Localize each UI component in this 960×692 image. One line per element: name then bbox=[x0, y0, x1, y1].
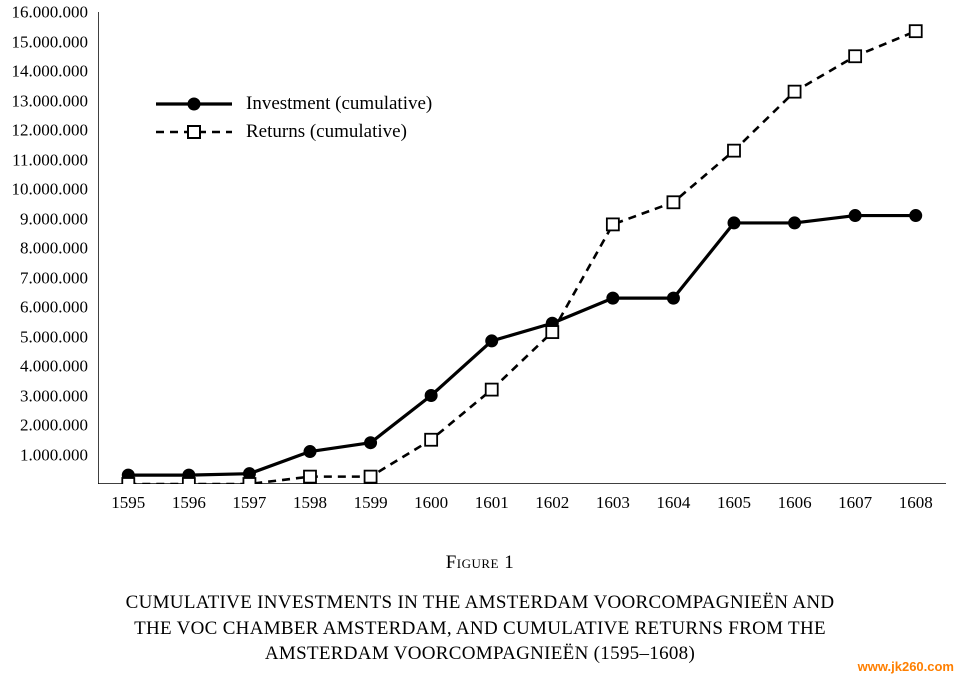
legend-swatch-returns bbox=[154, 122, 234, 142]
watermark-text: www.jk260.com bbox=[858, 659, 954, 674]
y-tick-label: 9.000.000 bbox=[0, 210, 88, 227]
figure-label-text: Figure 1 bbox=[446, 552, 515, 573]
y-tick-label: 7.000.000 bbox=[0, 269, 88, 286]
legend-label-returns: Returns (cumulative) bbox=[246, 121, 407, 143]
figure-label: Figure 1 bbox=[0, 552, 960, 574]
x-tick-label: 1603 bbox=[596, 494, 630, 511]
y-tick-label: 1.000.000 bbox=[0, 446, 88, 463]
x-tick-label: 1606 bbox=[778, 494, 812, 511]
y-tick-label: 10.000.000 bbox=[0, 181, 88, 198]
x-tick-label: 1596 bbox=[172, 494, 206, 511]
x-tick-label: 1604 bbox=[656, 494, 690, 511]
y-tick-label: 6.000.000 bbox=[0, 299, 88, 316]
chart-legend: Investment (cumulative) Returns (cumulat… bbox=[148, 84, 442, 152]
y-tick-label: 5.000.000 bbox=[0, 328, 88, 345]
figure-title-line-2: THE VOC CHAMBER AMSTERDAM, AND CUMULATIV… bbox=[0, 616, 960, 642]
figure-title-line-1: CUMULATIVE INVESTMENTS IN THE AMSTERDAM … bbox=[0, 590, 960, 616]
legend-row-returns: Returns (cumulative) bbox=[154, 118, 432, 146]
y-tick-label: 4.000.000 bbox=[0, 358, 88, 375]
legend-row-investment: Investment (cumulative) bbox=[154, 90, 432, 118]
x-tick-label: 1597 bbox=[232, 494, 266, 511]
y-tick-label: 14.000.000 bbox=[0, 63, 88, 80]
watermark: www.jk260.com bbox=[858, 659, 954, 674]
y-tick-label: 2.000.000 bbox=[0, 417, 88, 434]
legend-label-investment: Investment (cumulative) bbox=[246, 93, 432, 115]
x-tick-label: 1598 bbox=[293, 494, 327, 511]
legend-swatch-investment bbox=[154, 94, 234, 114]
figure-title: CUMULATIVE INVESTMENTS IN THE AMSTERDAM … bbox=[0, 590, 960, 667]
x-tick-label: 1595 bbox=[111, 494, 145, 511]
x-tick-label: 1608 bbox=[899, 494, 933, 511]
x-tick-label: 1607 bbox=[838, 494, 872, 511]
x-tick-label: 1602 bbox=[535, 494, 569, 511]
y-tick-label: 13.000.000 bbox=[0, 92, 88, 109]
x-tick-label: 1599 bbox=[354, 494, 388, 511]
y-tick-label: 16.000.000 bbox=[0, 4, 88, 21]
chart-plot-area: 1.000.0002.000.0003.000.0004.000.0005.00… bbox=[98, 12, 946, 484]
y-tick-label: 11.000.000 bbox=[0, 151, 88, 168]
x-tick-label: 1605 bbox=[717, 494, 751, 511]
figure-title-line-3: AMSTERDAM VOORCOMPAGNIEËN (1595–1608) bbox=[0, 641, 960, 667]
x-tick-label: 1601 bbox=[475, 494, 509, 511]
y-tick-label: 12.000.000 bbox=[0, 122, 88, 139]
figure-container: 1.000.000 2.000.000 3.000.000 4.000.000 5.00… bbox=[0, 0, 960, 692]
y-tick-label: 3.000.000 bbox=[0, 387, 88, 404]
y-tick-label: 15.000.000 bbox=[0, 33, 88, 50]
y-tick-label: 8.000.000 bbox=[0, 240, 88, 257]
x-tick-label: 1600 bbox=[414, 494, 448, 511]
